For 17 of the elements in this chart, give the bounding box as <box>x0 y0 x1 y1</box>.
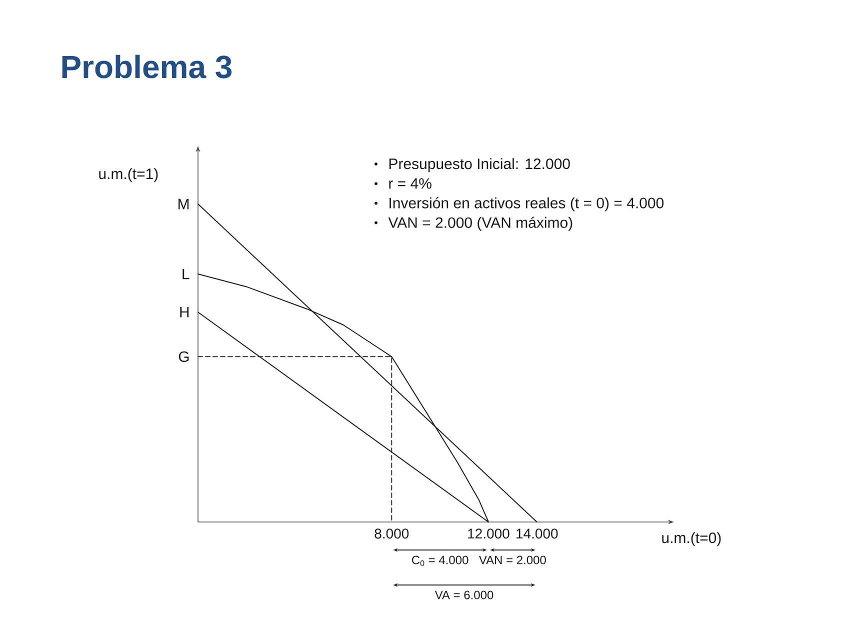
text: C$_{0}$ = 4.000 <box>412 556 468 566</box>
chart-title: Problema 3 <box>62 54 232 78</box>
annotation: Inversión en activos reales (t = 0) = 4.000 <box>390 197 664 212</box>
x-tick-label: 12.000 <box>468 528 510 539</box>
annotation: VAN = 2.000 (VAN máximo) <box>388 216 572 231</box>
text: H <box>180 306 189 318</box>
x-axis-title: u.m.(t=0) <box>662 532 721 546</box>
text: VA = 6.000 <box>434 590 494 600</box>
text: Presupuesto Inicial: 12.000 <box>389 158 570 172</box>
text: M <box>178 198 189 210</box>
text: L <box>182 268 190 280</box>
text: VAN = 2.000 <box>478 556 546 564</box>
x-tick-label: 8.000 <box>374 528 409 539</box>
x-tick-label: 14.000 <box>516 528 558 539</box>
text: G <box>178 351 189 362</box>
y-axis-title: u.m.(t=1) <box>99 168 158 182</box>
text: r = 4% <box>389 178 432 189</box>
